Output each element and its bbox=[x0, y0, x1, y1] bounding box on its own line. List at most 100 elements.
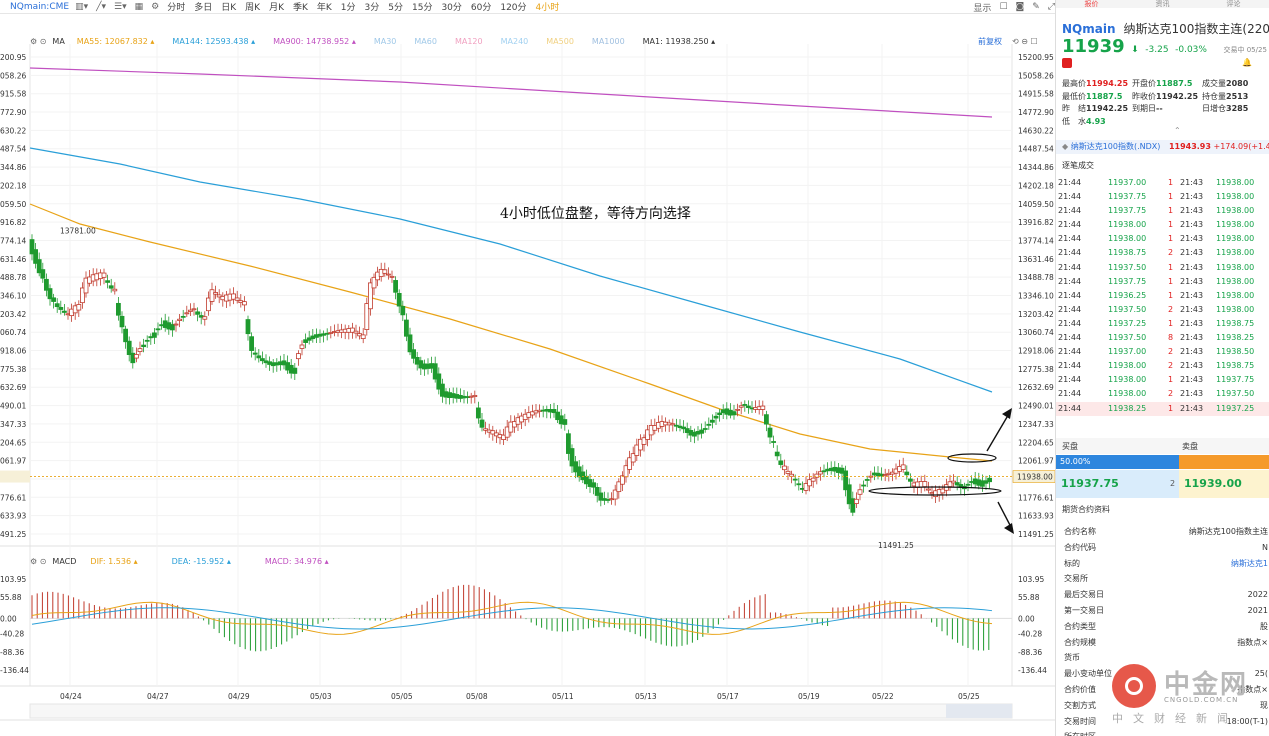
stat-item: 成交量 2080 bbox=[1202, 78, 1248, 91]
period-tab[interactable]: 季K bbox=[292, 3, 308, 13]
tick-cell: 21:43 bbox=[1180, 290, 1204, 300]
tick-cell: 11937.00 bbox=[1108, 347, 1147, 357]
candle-down bbox=[580, 471, 586, 481]
candle-up bbox=[483, 428, 489, 431]
candle-down bbox=[710, 419, 715, 423]
candle-up bbox=[900, 464, 906, 470]
tick-row: 21:44 11938.25 1 21:43 11937.25 bbox=[1056, 401, 1269, 416]
tick-row: 21:44 11938.00 1 21:43 11937.75 bbox=[1056, 373, 1269, 387]
fullscreen-icon[interactable]: ☐ bbox=[999, 2, 1008, 12]
period-tab[interactable]: 30分 bbox=[441, 3, 462, 13]
period-tab[interactable]: 多日 bbox=[194, 3, 213, 13]
spec-value[interactable]: 纳斯达克1 bbox=[1230, 558, 1268, 568]
candlestick-chart[interactable]: 15200.95 200.95 15058.26 058.26 14915.58 915.… bbox=[0, 14, 1056, 736]
period-tab[interactable]: 1分 bbox=[340, 3, 356, 13]
period-tab[interactable]: 60分 bbox=[470, 3, 492, 13]
tick-cell: 21:43 bbox=[1180, 403, 1204, 413]
tab-comments[interactable]: 评论 bbox=[1226, 0, 1241, 8]
candle-down bbox=[731, 411, 737, 416]
period-tab[interactable]: 分时 bbox=[167, 3, 186, 13]
y-tick-label-right: 13346.10 bbox=[1018, 292, 1054, 301]
expand-icon[interactable]: ⤢ bbox=[1047, 2, 1055, 12]
candle-up bbox=[133, 354, 139, 359]
period-tab[interactable]: 日K bbox=[221, 3, 237, 13]
quote-title: NQmain 纳斯达克100指数主连(2206) bbox=[1062, 20, 1269, 37]
y-tick-label-right: 11776.61 bbox=[1018, 493, 1054, 502]
grid-icon[interactable]: ▦ bbox=[134, 1, 144, 12]
candle-down bbox=[569, 448, 575, 467]
candle-up bbox=[630, 453, 636, 463]
period-tab[interactable]: 120分 bbox=[500, 3, 527, 13]
macd-y-label-right: 103.95 bbox=[1018, 575, 1044, 584]
period-tab[interactable]: 年K bbox=[316, 3, 332, 13]
index-name[interactable]: 纳斯达克100指数(.NDX) bbox=[1070, 142, 1161, 151]
layout-icon[interactable]: ▥▾ bbox=[75, 1, 89, 12]
index-diamond-icon: ◆ bbox=[1062, 142, 1071, 151]
candle-down bbox=[767, 427, 773, 438]
tick-cell: 1 bbox=[1168, 276, 1174, 286]
tick-cell: 11938.00 bbox=[1108, 234, 1147, 244]
watermark-cn: 中文财经新闻 bbox=[1112, 712, 1238, 725]
period-tab[interactable]: 3分 bbox=[364, 3, 380, 13]
favorite-icon[interactable] bbox=[1062, 58, 1072, 68]
period-tab[interactable]: 5分 bbox=[388, 3, 403, 13]
legend-settings-icon[interactable]: ⚙ ⊙ bbox=[30, 36, 47, 46]
candle-down bbox=[58, 306, 64, 310]
candle-up bbox=[295, 353, 301, 360]
stat-item: 昨 结 11942.25 bbox=[1062, 103, 1128, 116]
spec-value: 2021 bbox=[1247, 605, 1268, 615]
y-tick-label-left: 775.38 bbox=[0, 365, 26, 374]
period-tab[interactable]: 月K bbox=[269, 3, 284, 13]
period-tab[interactable]: 15分 bbox=[412, 3, 433, 13]
tick-row: 21:44 11938.00 1 21:43 11938.00 bbox=[1056, 232, 1269, 246]
candle-up bbox=[241, 301, 247, 306]
tick-cell: 11937.50 bbox=[1216, 389, 1255, 399]
tick-cell: 2 bbox=[1168, 347, 1174, 357]
candle-up bbox=[785, 470, 791, 474]
bell-icon[interactable]: 🔔 bbox=[1242, 58, 1252, 67]
collapse-icon[interactable]: ⟲ ⊖ ☐ bbox=[1012, 36, 1038, 46]
candle-down bbox=[252, 352, 258, 355]
tab-quote[interactable]: 报价 bbox=[1084, 0, 1099, 8]
quote-panel: 报价 资讯 评论 NQmain 纳斯达克100指数主连(2206) 11939 ⬇… bbox=[1055, 0, 1269, 736]
orderbook-header: 买盘 卖盘 bbox=[1056, 438, 1269, 454]
tab-news[interactable]: 资讯 bbox=[1155, 0, 1170, 8]
display-menu[interactable]: 显示 bbox=[973, 3, 992, 14]
spec-row: 最后交易日 2022 bbox=[1056, 587, 1269, 603]
spec-row: 合约代码 N bbox=[1056, 540, 1269, 556]
candle-up bbox=[360, 334, 366, 340]
candle-down bbox=[396, 293, 402, 307]
candle-up bbox=[818, 471, 823, 475]
time-scrollbar bbox=[29, 703, 1013, 719]
spec-row: 合约名称 纳斯达克100指数主连 bbox=[1056, 524, 1269, 540]
collapse-up-icon[interactable]: ⌃ bbox=[1174, 126, 1181, 135]
candle-down bbox=[591, 482, 596, 488]
draw-line-icon[interactable]: ╱▾ bbox=[96, 1, 107, 12]
symbol-selector[interactable]: NQmain:CME bbox=[10, 1, 70, 12]
tick-cell: 11937.75 bbox=[1216, 375, 1255, 385]
tick-cell: 21:43 bbox=[1180, 262, 1204, 272]
macd-settings-icon[interactable]: ⚙ ⊙ bbox=[30, 556, 47, 566]
spec-row: 合约价值 指数点× bbox=[1056, 682, 1269, 698]
chart-area[interactable]: 15200.95 200.95 15058.26 058.26 14915.58 915.… bbox=[0, 14, 1056, 736]
camera-icon[interactable]: ◙ bbox=[1015, 2, 1025, 12]
ma-legend-item: MA120 bbox=[454, 36, 483, 46]
restore-toggle[interactable]: 前复权 ⟲ ⊖ ☐ bbox=[978, 34, 1038, 48]
settings-icon[interactable]: ⚙ bbox=[151, 1, 160, 12]
tick-cell: 2 bbox=[1168, 389, 1174, 399]
index-reference[interactable]: ◆ 纳斯达克100指数(.NDX) 11943.93 +174.09(+1.48… bbox=[1056, 140, 1269, 154]
tick-cell: 21:43 bbox=[1180, 178, 1204, 187]
pen-icon[interactable]: ✎ bbox=[1032, 2, 1040, 12]
period-tab[interactable]: 4小时 bbox=[535, 3, 560, 13]
restore-label[interactable]: 前复权 bbox=[978, 36, 1002, 46]
tick-row: 21:44 11937.50 2 21:43 11938.00 bbox=[1056, 303, 1269, 317]
macd-y-label-left: -136.44 bbox=[0, 666, 29, 675]
ruler-icon[interactable]: ☰▾ bbox=[114, 1, 127, 12]
tick-cell: 11938.00 bbox=[1108, 220, 1147, 230]
tick-cell: 11938.00 bbox=[1216, 276, 1255, 286]
candle-up bbox=[216, 294, 222, 298]
spec-key: 合约类型 bbox=[1064, 621, 1096, 631]
period-tab[interactable]: 周K bbox=[245, 3, 261, 13]
candle-up bbox=[627, 457, 632, 470]
tick-cell: 11936.25 bbox=[1108, 290, 1147, 300]
